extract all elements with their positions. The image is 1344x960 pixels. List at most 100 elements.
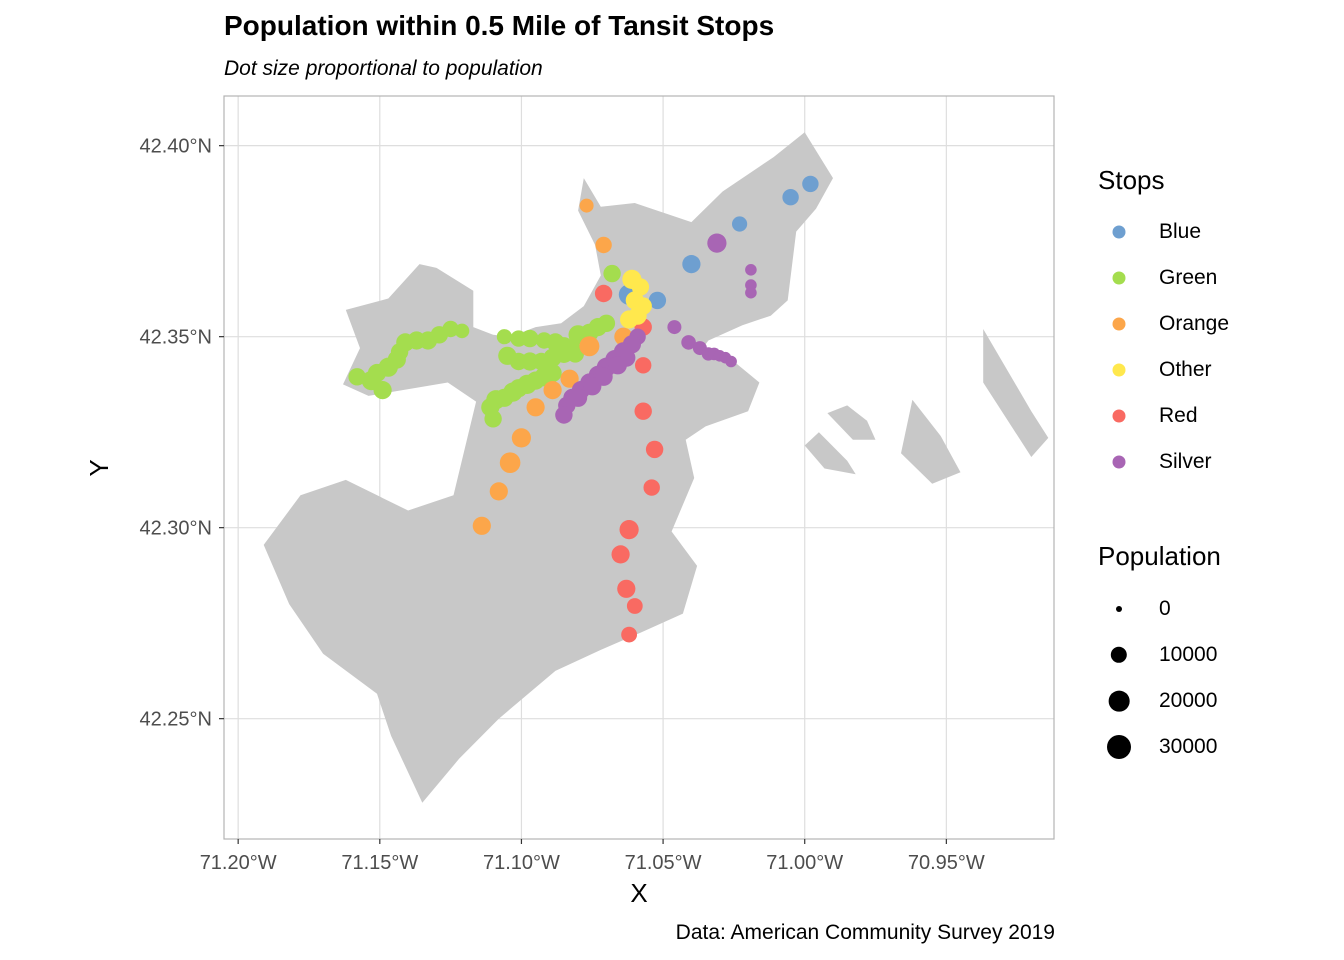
- legend-color-label: Green: [1159, 266, 1218, 289]
- stop-point-red: [626, 598, 643, 614]
- stop-point-silver: [681, 335, 696, 350]
- stop-point-green: [442, 320, 459, 338]
- legend-color-label: Orange: [1159, 312, 1230, 335]
- x-tick-label: 70.95°W: [908, 852, 985, 874]
- legend-size-label: 10000: [1159, 643, 1218, 666]
- chart-subtitle: Dot size proportional to population: [224, 57, 543, 80]
- stop-points: [348, 175, 819, 643]
- stops-legend-item: Green: [1098, 263, 1217, 293]
- legend-color-label: Silver: [1159, 450, 1212, 473]
- island-land-area: [983, 329, 1049, 457]
- stop-point-orange: [543, 381, 562, 400]
- chart-caption: Data: American Community Survey 2019: [675, 921, 1055, 944]
- legend-color-key: [1098, 309, 1140, 339]
- stop-point-orange: [499, 452, 521, 474]
- legend-color-dot: [1112, 409, 1126, 423]
- stop-point-green: [454, 323, 470, 339]
- stop-point-green: [348, 368, 366, 386]
- stops-legend-item: Other: [1098, 355, 1212, 385]
- stop-point-red: [619, 520, 639, 540]
- island-land-area: [901, 399, 961, 484]
- population-legend-title: Population: [1098, 541, 1221, 571]
- stop-point-green: [566, 345, 584, 363]
- y-tick-label: 42.35°N: [140, 327, 213, 349]
- population-legend-item: 30000: [1098, 732, 1217, 762]
- stop-point-green: [521, 329, 539, 348]
- x-tick-label: 71.05°W: [625, 852, 702, 874]
- legend-color-key: [1098, 355, 1140, 385]
- stop-point-red: [643, 479, 660, 496]
- stop-point-silver: [608, 356, 627, 375]
- stop-point-silver: [745, 286, 757, 299]
- stop-point-orange: [511, 428, 531, 448]
- island-land-area: [804, 432, 856, 475]
- stop-point-orange: [579, 336, 600, 357]
- stop-point-silver: [745, 264, 757, 276]
- stop-point-orange: [579, 198, 594, 213]
- stop-point-red: [621, 626, 637, 643]
- stop-point-red: [594, 284, 613, 303]
- stop-point-orange: [560, 369, 579, 388]
- x-axis-label: X: [630, 878, 647, 908]
- legend-color-dot: [1112, 363, 1126, 377]
- y-tick-label: 42.25°N: [140, 709, 213, 731]
- land-layer: [263, 132, 1049, 803]
- stop-point-orange: [526, 398, 545, 417]
- stops-legend-item: Orange: [1098, 309, 1229, 339]
- stop-point-red: [635, 357, 652, 374]
- x-tick-label: 71.20°W: [200, 852, 277, 874]
- stop-point-silver: [555, 406, 573, 424]
- y-axis-label: Y: [84, 459, 114, 476]
- population-legend-item: 20000: [1098, 686, 1217, 716]
- legend-color-dot: [1112, 455, 1126, 469]
- legend-color-dot: [1112, 317, 1126, 331]
- stop-point-other: [628, 306, 647, 325]
- population-legend-item: 10000: [1098, 640, 1217, 670]
- legend-color-key: [1098, 447, 1140, 477]
- legend-size-dot: [1110, 646, 1128, 664]
- stop-point-red: [611, 545, 630, 564]
- stop-point-green: [543, 363, 562, 383]
- panel-border: [223, 95, 1055, 840]
- legend-size-label: 0: [1159, 597, 1171, 620]
- y-axis-ticks: 42.25°N 42.30°N 42.35°N 42.40°N: [140, 136, 224, 731]
- stop-point-orange: [472, 516, 491, 535]
- stop-point-blue: [648, 291, 667, 310]
- stop-point-other: [631, 278, 650, 296]
- y-tick-label: 42.30°N: [140, 518, 213, 540]
- stops-legend-title: Stops: [1098, 165, 1165, 195]
- legend-color-label: Other: [1159, 358, 1212, 381]
- legend-color-key: [1098, 401, 1140, 431]
- stop-point-blue: [782, 189, 799, 206]
- stop-point-silver: [583, 377, 602, 396]
- stops-legend-item: Blue: [1098, 217, 1201, 247]
- x-tick-label: 71.10°W: [483, 852, 560, 874]
- island-land-area: [827, 405, 876, 440]
- legend-size-dot: [1107, 735, 1131, 759]
- legend-size-label: 20000: [1159, 689, 1218, 712]
- stop-point-red: [617, 579, 636, 598]
- stop-point-green: [603, 264, 621, 283]
- stop-point-silver: [667, 320, 682, 335]
- chart-title: Population within 0.5 Mile of Tansit Sto…: [224, 10, 775, 41]
- stop-point-silver: [707, 233, 727, 253]
- stops-legend-item: Red: [1098, 401, 1198, 431]
- x-tick-label: 71.15°W: [341, 852, 418, 874]
- stop-point-blue: [682, 255, 701, 274]
- boston-land-area: [263, 132, 833, 803]
- x-axis-ticks: 71.20°W 71.15°W 71.10°W 71.05°W 71.00°W 70.95…: [200, 839, 985, 874]
- legend-size-key: [1098, 640, 1140, 670]
- stop-point-green: [496, 329, 512, 345]
- legend-size-dot: [1108, 690, 1130, 712]
- legend-size-key: [1098, 732, 1140, 762]
- legend-color-label: Red: [1159, 404, 1198, 427]
- legend-size-dot: [1116, 606, 1122, 612]
- stop-point-green: [597, 314, 616, 332]
- stop-point-orange: [489, 482, 508, 501]
- x-tick-label: 71.00°W: [766, 852, 843, 874]
- stop-point-green: [484, 410, 502, 428]
- stop-point-silver: [569, 388, 588, 407]
- population-legend-item: 0: [1098, 594, 1171, 624]
- stop-point-blue: [732, 216, 748, 232]
